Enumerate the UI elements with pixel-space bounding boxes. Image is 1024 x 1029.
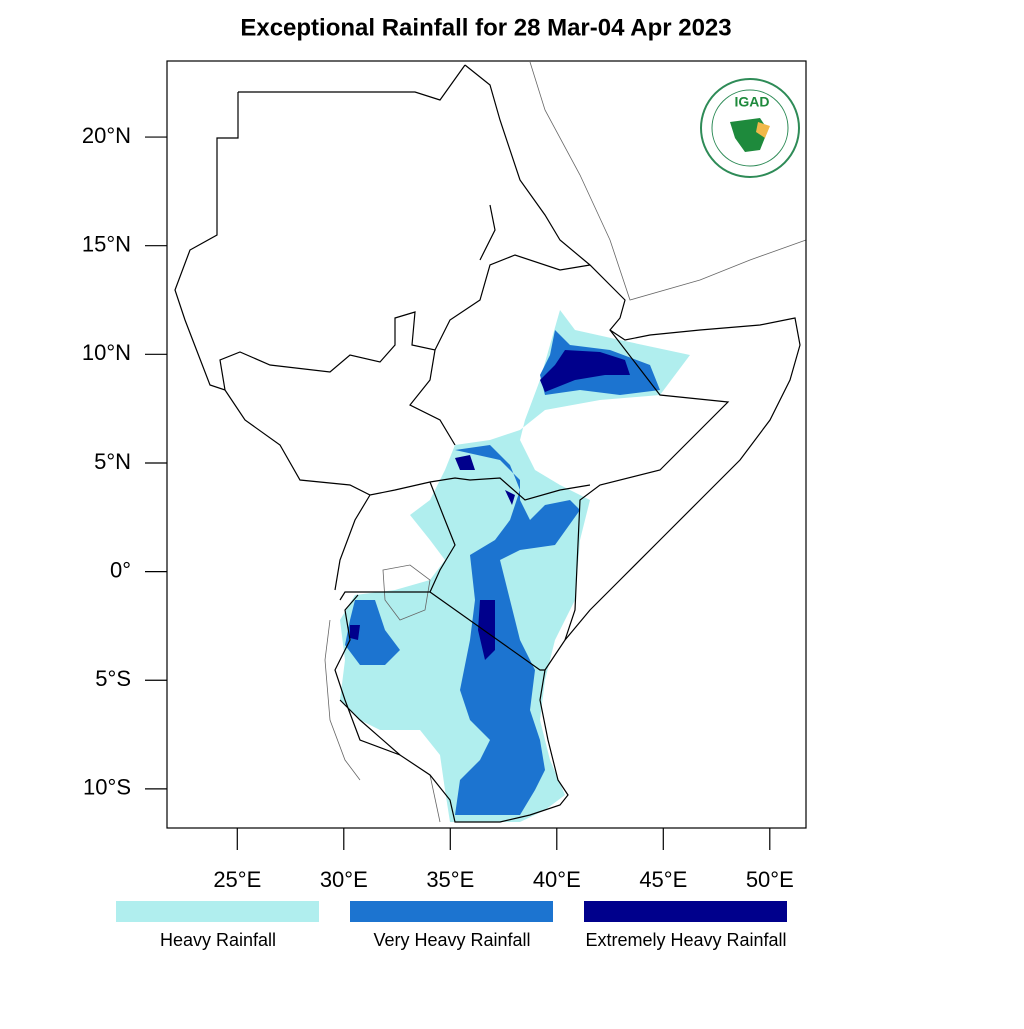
igad-logo: IGAD	[700, 78, 800, 178]
x-tick-label: 45°E	[639, 867, 687, 892]
y-tick-label: 15°N	[82, 232, 131, 257]
logo-text: IGAD	[735, 94, 770, 110]
rainfall-areas	[340, 310, 690, 822]
x-tick-label: 30°E	[320, 867, 368, 892]
y-tick-label: 5°N	[94, 449, 131, 474]
x-tick-label: 50°E	[746, 867, 794, 892]
legend-label: Extremely Heavy Rainfall	[585, 930, 786, 950]
map-outlines	[174, 61, 807, 823]
coastline-other	[324, 61, 807, 823]
legend-swatch	[116, 901, 319, 922]
heavy-rainfall-area	[340, 310, 690, 822]
legend-label: Very Heavy Rainfall	[373, 930, 530, 950]
y-tick-label: 10°S	[83, 775, 131, 800]
map-frame	[166, 60, 807, 829]
y-tick-label: 10°N	[82, 340, 131, 365]
logo-inner-ring	[711, 89, 789, 167]
legend: Heavy Rainfall Very Heavy Rainfall Extreme…	[116, 901, 787, 950]
y-tick-label: 5°S	[95, 666, 131, 691]
very-heavy-rainfall-area	[345, 330, 660, 815]
y-tick-label: 20°N	[82, 123, 131, 148]
legend-swatch	[584, 901, 787, 922]
legend-label: Heavy Rainfall	[160, 930, 276, 950]
coastline	[334, 64, 801, 823]
x-tick-label: 25°E	[213, 867, 261, 892]
x-tick-label: 40°E	[533, 867, 581, 892]
x-tick-label: 35°E	[426, 867, 474, 892]
legend-swatch	[350, 901, 553, 922]
map-title: Exceptional Rainfall for 28 Mar-04 Apr 2…	[240, 14, 731, 41]
y-tick-label: 0°	[110, 557, 131, 582]
country-borders	[174, 64, 730, 756]
logo-highlight	[756, 122, 770, 138]
axes: 20°N 15°N 10°N 5°N 0° 5°S 10°S 25°E 30°E 35°E 40°E…	[82, 123, 794, 892]
